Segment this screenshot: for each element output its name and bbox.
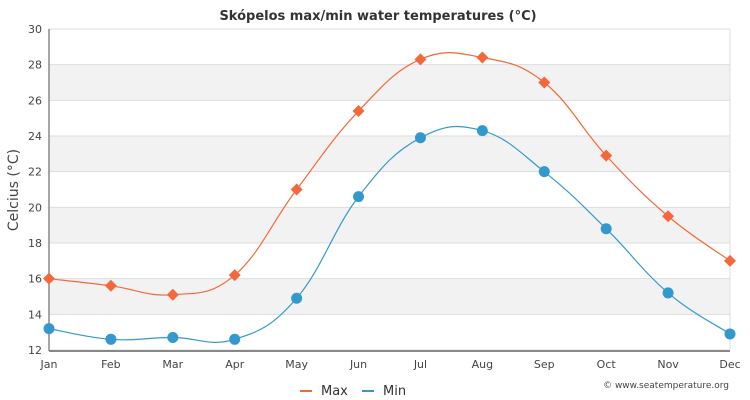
data-point-max: [166, 288, 179, 301]
y-tick-label: 30: [28, 23, 42, 36]
x-tick-label: Jan: [40, 358, 58, 371]
y-tick-label: 14: [28, 308, 42, 321]
legend: Max Min: [300, 384, 406, 399]
data-point-min: [105, 333, 117, 345]
data-point-max: [538, 76, 551, 89]
x-tick-label: Oct: [597, 358, 617, 371]
grid-lines: [49, 28, 731, 351]
data-point-min: [167, 332, 179, 344]
x-tick-label: Mar: [162, 358, 183, 371]
y-tick-label: 26: [28, 94, 42, 107]
grid-bands: [49, 64, 730, 315]
y-axis-label: Celcius (°C): [6, 149, 22, 231]
y-tick-label: 24: [28, 130, 42, 143]
data-point-max: [662, 210, 675, 223]
x-tick-label: May: [285, 358, 308, 371]
data-point-max: [476, 51, 489, 64]
data-point-min: [291, 292, 303, 304]
data-point-max: [724, 254, 736, 267]
data-point-min: [414, 132, 426, 144]
data-point-max: [290, 183, 303, 196]
data-point-max: [43, 272, 55, 285]
data-point-min: [724, 328, 736, 340]
grid-band: [49, 278, 730, 315]
y-tick-labels: 12 14 16 18 20 22 24 26 28 30: [28, 23, 42, 357]
data-point-min: [229, 333, 241, 345]
y-tick-label: 18: [28, 237, 42, 250]
grid-band: [49, 64, 730, 101]
x-tick-label: Dec: [719, 358, 740, 371]
data-point-min: [43, 323, 55, 335]
axes: [48, 29, 730, 352]
data-point-min: [353, 191, 365, 203]
x-tick-label: Sep: [534, 358, 555, 371]
x-tick-label: Apr: [225, 358, 245, 371]
grid-band: [49, 136, 730, 172]
x-tick-labels: Jan Feb Mar Apr May Jun Jul Aug Sep Oct Nov Dec: [40, 358, 741, 371]
y-tick-label: 16: [28, 273, 42, 286]
credit-text: © www.seatemperature.org: [603, 381, 729, 391]
x-tick-label: Aug: [472, 358, 493, 371]
x-tick-label: Jun: [349, 358, 367, 371]
data-point-min: [476, 125, 488, 137]
legend-label-max: Max: [321, 384, 348, 399]
data-point-min: [662, 287, 674, 299]
legend-label-min: Min: [383, 384, 406, 399]
x-tick-label: Feb: [101, 358, 120, 371]
y-tick-label: 12: [28, 344, 42, 357]
series-markers: [43, 51, 736, 345]
x-tick-label: Nov: [657, 358, 679, 371]
chart-title: Skópelos max/min water temperatures (°C): [219, 9, 536, 24]
grid-band: [49, 207, 730, 243]
y-tick-label: 20: [28, 201, 42, 214]
x-tick-label: Jul: [413, 358, 427, 371]
data-point-max: [414, 53, 427, 66]
data-point-max: [104, 279, 117, 292]
data-point-min: [538, 166, 550, 178]
y-tick-label: 22: [28, 166, 42, 179]
data-point-max: [352, 105, 365, 118]
data-point-max: [600, 149, 613, 162]
data-point-max: [228, 269, 241, 282]
y-tick-label: 28: [28, 59, 42, 72]
data-point-min: [600, 223, 612, 235]
